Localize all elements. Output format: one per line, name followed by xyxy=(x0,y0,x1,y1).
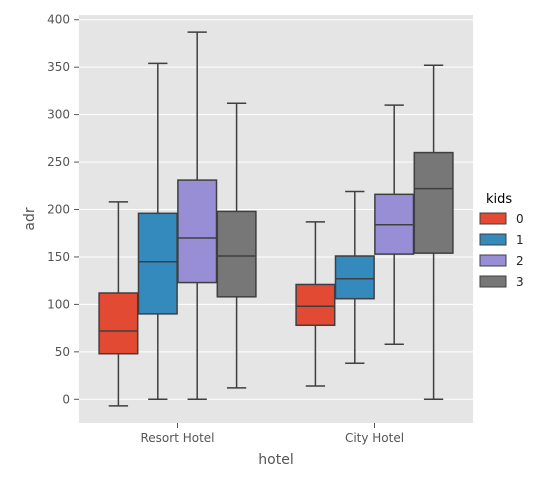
y-tick-label: 150 xyxy=(47,250,70,264)
box-0-0 xyxy=(98,201,139,407)
box-1-0 xyxy=(137,62,178,401)
legend-swatch xyxy=(479,275,507,288)
box-iqr xyxy=(177,179,218,284)
y-tick-label: 100 xyxy=(47,297,70,311)
box-2-1 xyxy=(374,104,415,345)
y-tick-label: 400 xyxy=(47,13,70,27)
x-axis-ticks: Resort Hotel City Hotel xyxy=(140,423,404,445)
legend-label: 1 xyxy=(516,233,524,247)
box-3-0 xyxy=(216,102,257,389)
y-tick-label: 250 xyxy=(47,155,70,169)
box-iqr xyxy=(295,283,336,327)
y-tick-label: 300 xyxy=(47,108,70,122)
y-tick-label: 350 xyxy=(47,60,70,74)
legend-label: 3 xyxy=(516,275,524,289)
box-0-1 xyxy=(295,221,336,387)
x-tick-label: City Hotel xyxy=(345,431,404,445)
legend-label: 0 xyxy=(516,212,524,226)
box-1-1 xyxy=(334,190,375,364)
box-iqr xyxy=(216,210,257,298)
legend-swatch xyxy=(479,212,507,225)
legend-title: kids xyxy=(486,192,512,207)
legend-swatch xyxy=(479,233,507,246)
box-3-1 xyxy=(413,64,454,401)
y-tick-label: 200 xyxy=(47,203,70,217)
box-iqr xyxy=(334,255,375,300)
legend-label: 2 xyxy=(516,254,524,268)
legend: kids 0 1 2 3 xyxy=(479,192,524,289)
y-axis-label: adr xyxy=(22,207,38,230)
box-2-0 xyxy=(177,31,218,401)
box-iqr xyxy=(137,212,178,315)
box-iqr xyxy=(413,151,454,254)
box-iqr xyxy=(98,292,139,355)
y-tick-label: 0 xyxy=(62,392,70,406)
y-axis-ticks: 0 50 100 150 200 250 300 350 400 xyxy=(47,13,79,406)
legend-swatch xyxy=(479,254,507,267)
x-tick-label: Resort Hotel xyxy=(140,431,214,445)
x-axis-label: hotel xyxy=(258,452,293,468)
boxes xyxy=(98,31,454,407)
y-tick-label: 50 xyxy=(55,345,70,359)
